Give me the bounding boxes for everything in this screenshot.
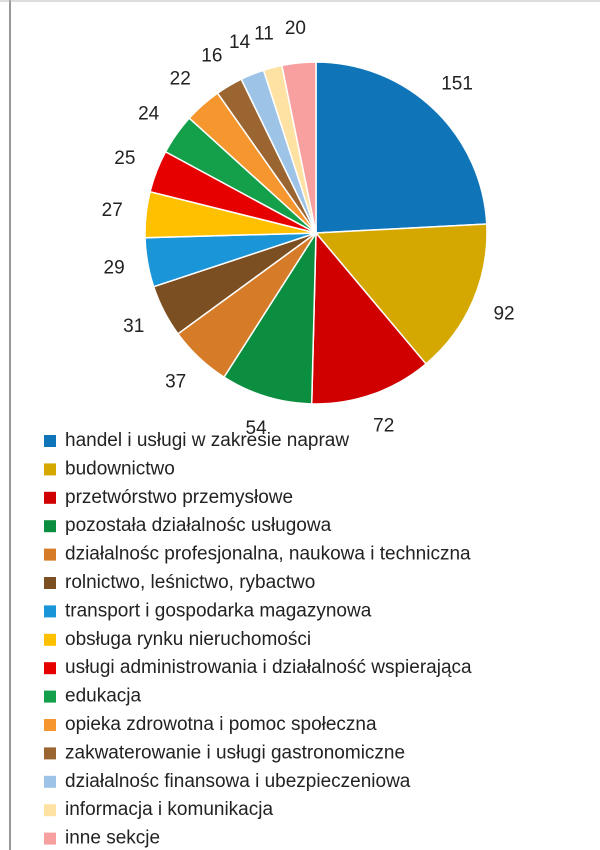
data-label: 24 [138,104,160,125]
legend-label: edukacja [65,686,141,707]
legend-swatch [44,662,56,675]
pie-slice [222,230,317,405]
pie-slice [314,223,488,365]
legend-swatch [44,690,56,703]
legend-swatch [44,577,56,589]
legend-swatch [44,747,56,760]
data-label: 20 [285,18,306,39]
pie-slice [280,61,317,234]
legend-swatch [44,491,56,504]
data-label: 22 [170,68,191,89]
legend-swatch [44,548,56,561]
pie-slice [310,231,428,405]
legend-swatch [44,832,56,845]
data-label: 25 [114,148,135,169]
legend-label: działalnośc profesjonalna, naukowa i tec… [65,544,471,565]
data-label: 37 [165,371,186,392]
legend-label: rolnictwo, leśnictwo, rybactwo [65,572,315,593]
legend-swatch [44,520,56,533]
legend-label: usługi administrowania i działalność wsp… [65,657,472,678]
legend-label: handel i usługi w zakresie napraw [65,430,349,451]
data-label: 16 [201,45,222,66]
legend-swatch [44,463,56,476]
legend-swatch [44,435,56,447]
legend-swatch [44,719,56,731]
legend-label: budownictwo [65,458,175,479]
data-label: 92 [493,304,514,325]
data-label: 31 [123,316,144,337]
legend-swatch [44,605,56,618]
legend-swatch [44,804,56,817]
data-label: 29 [104,257,125,278]
legend-swatch [44,633,56,646]
legend-label: informacja i komunikacja [65,799,273,820]
legend-label: inne sekcje [65,828,160,849]
data-label: 72 [373,415,394,436]
data-label: 151 [441,73,473,94]
legend-label: transport i gospodarka magazynowa [65,600,372,621]
legend-label: obsługa rynku nieruchomości [65,629,311,650]
legend-label: przetwórstwo przemysłowe [65,487,293,508]
data-label: 54 [246,418,268,439]
pie-slice [315,61,488,234]
data-label: 27 [102,200,123,221]
data-label: 14 [229,32,251,53]
legend-label: działalnośc finansowa i ubezpieczeniowa [65,771,411,792]
legend-label: pozostała działalnośc usługowa [65,515,332,536]
legend-swatch [44,775,56,788]
legend-label: zakwaterowanie i usługi gastronomiczne [65,742,405,763]
legend-label: opieka zdrowotna i pomoc społeczna [65,714,377,735]
data-label: 11 [254,24,274,45]
